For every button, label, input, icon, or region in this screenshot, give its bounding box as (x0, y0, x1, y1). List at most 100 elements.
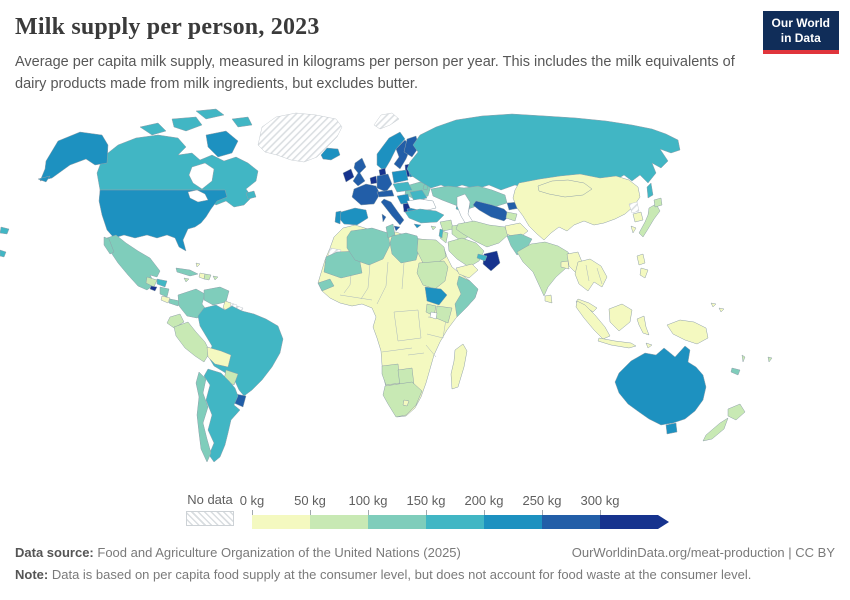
region-brazil[interactable] (197, 304, 284, 397)
region-alaska[interactable] (39, 131, 109, 182)
region-france[interactable] (351, 183, 381, 206)
region-tajikistan[interactable] (505, 211, 518, 222)
region-cuba[interactable] (175, 267, 199, 277)
region-argentina[interactable] (203, 368, 241, 463)
region-germany[interactable] (376, 173, 393, 193)
region-cyprus[interactable] (430, 225, 437, 231)
region-kazakhstan[interactable] (430, 185, 508, 210)
region-puerto-rico[interactable] (212, 275, 219, 281)
legend-bin-0[interactable] (252, 515, 310, 529)
legend-bin-4[interactable] (484, 515, 542, 529)
region-arctic-islands[interactable] (195, 108, 225, 120)
region-hokkaido[interactable] (653, 197, 663, 208)
region-sakhalin[interactable] (646, 182, 654, 199)
region-finland[interactable] (403, 135, 420, 158)
region-nz-south[interactable] (702, 417, 729, 442)
region-romania[interactable] (409, 189, 428, 202)
region-oman[interactable] (482, 250, 501, 272)
region-uae[interactable] (476, 253, 488, 262)
region-canada[interactable] (96, 134, 259, 208)
region-bahamas[interactable] (195, 262, 201, 268)
region-senegal[interactable] (317, 278, 335, 292)
region-egypt[interactable] (416, 238, 447, 264)
region-honduras[interactable] (156, 278, 168, 288)
region-south-korea[interactable] (632, 211, 644, 223)
region-iran[interactable] (455, 220, 509, 248)
region-south-africa[interactable] (382, 381, 423, 418)
region-vanuatu[interactable] (741, 354, 746, 363)
region-india[interactable] (516, 241, 573, 297)
region-turkmenistan-uzbekistan[interactable] (472, 200, 511, 222)
legend-bin-6[interactable] (600, 515, 658, 529)
region-peru[interactable] (173, 321, 211, 363)
region-turkey[interactable] (404, 208, 445, 224)
region-jamaica[interactable] (183, 277, 190, 283)
region-timor[interactable] (645, 342, 653, 349)
region-arctic-islands[interactable] (231, 116, 253, 128)
region-nz-north[interactable] (727, 403, 746, 421)
region-baffin[interactable] (205, 130, 239, 158)
region-fiji[interactable] (767, 356, 773, 363)
owid-logo[interactable]: Our World in Data (762, 11, 839, 54)
region-crete[interactable] (413, 223, 422, 229)
region-sri-lanka[interactable] (544, 294, 553, 304)
region-sumatra[interactable] (575, 300, 611, 340)
region-solomon[interactable] (710, 302, 717, 308)
region-newfoundland[interactable] (245, 190, 257, 200)
region-aleutians[interactable] (37, 175, 51, 183)
region-arctic-islands[interactable] (139, 122, 167, 136)
region-north-korea[interactable] (628, 201, 640, 214)
legend-nodata-swatch[interactable] (186, 511, 234, 526)
region-uk[interactable] (352, 157, 367, 187)
region-australia[interactable] (614, 345, 707, 426)
region-italy[interactable] (380, 198, 405, 226)
region-sardinia[interactable] (381, 213, 387, 223)
region-iceland[interactable] (320, 147, 341, 161)
region-lebanon-israel[interactable] (438, 228, 444, 239)
region-new-guinea[interactable] (666, 319, 709, 345)
region-philippines[interactable] (639, 267, 649, 279)
region-syria[interactable] (439, 219, 454, 232)
region-chile[interactable] (195, 371, 212, 463)
region-greenland[interactable] (257, 112, 343, 163)
region-netherlands[interactable] (369, 175, 378, 185)
region-svalbard[interactable] (373, 112, 400, 130)
region-yemen[interactable] (455, 263, 479, 279)
legend-bin-2[interactable] (368, 515, 426, 529)
region-sudan[interactable] (416, 260, 449, 290)
region-libya[interactable] (389, 232, 421, 264)
region-usa[interactable] (98, 189, 228, 252)
region-indochina[interactable] (574, 258, 608, 292)
region-saudi-arabia[interactable] (447, 237, 485, 268)
region-portugal[interactable] (334, 210, 342, 225)
owid-link[interactable]: OurWorldinData.org/meat-production | CC … (571, 545, 835, 560)
region-south-sudan[interactable] (424, 286, 448, 306)
region-switzerland-austria[interactable] (376, 189, 395, 198)
legend-bin-1[interactable] (310, 515, 368, 529)
region-philippines[interactable] (636, 253, 646, 266)
region-mongolia[interactable] (537, 179, 593, 198)
region-sicily[interactable] (393, 225, 401, 232)
region-arctic-islands[interactable] (171, 116, 203, 132)
region-costa-rica[interactable] (160, 295, 171, 304)
region-madagascar[interactable] (450, 343, 468, 390)
region-panama[interactable] (168, 298, 181, 307)
region-malaysia[interactable] (575, 298, 598, 313)
region-borneo[interactable] (608, 303, 633, 332)
region-bolivia[interactable] (206, 346, 232, 368)
region-el-salvador[interactable] (149, 285, 158, 292)
region-nicaragua[interactable] (159, 286, 170, 298)
region-spain[interactable] (337, 207, 369, 226)
region-taiwan[interactable] (630, 225, 637, 234)
region-tunisia[interactable] (385, 223, 396, 239)
region-bangladesh[interactable] (560, 260, 570, 270)
region-czechia-hungary[interactable] (392, 181, 413, 193)
world-choropleth-map[interactable] (0, 105, 850, 497)
region-algeria[interactable] (346, 227, 391, 266)
region-ireland[interactable] (342, 168, 355, 183)
legend-bin-5[interactable] (542, 515, 600, 529)
region-tasmania[interactable] (665, 422, 678, 435)
region-somalia[interactable] (454, 275, 479, 318)
region-baja[interactable] (103, 236, 115, 255)
region-dominican-republic[interactable] (203, 273, 212, 281)
